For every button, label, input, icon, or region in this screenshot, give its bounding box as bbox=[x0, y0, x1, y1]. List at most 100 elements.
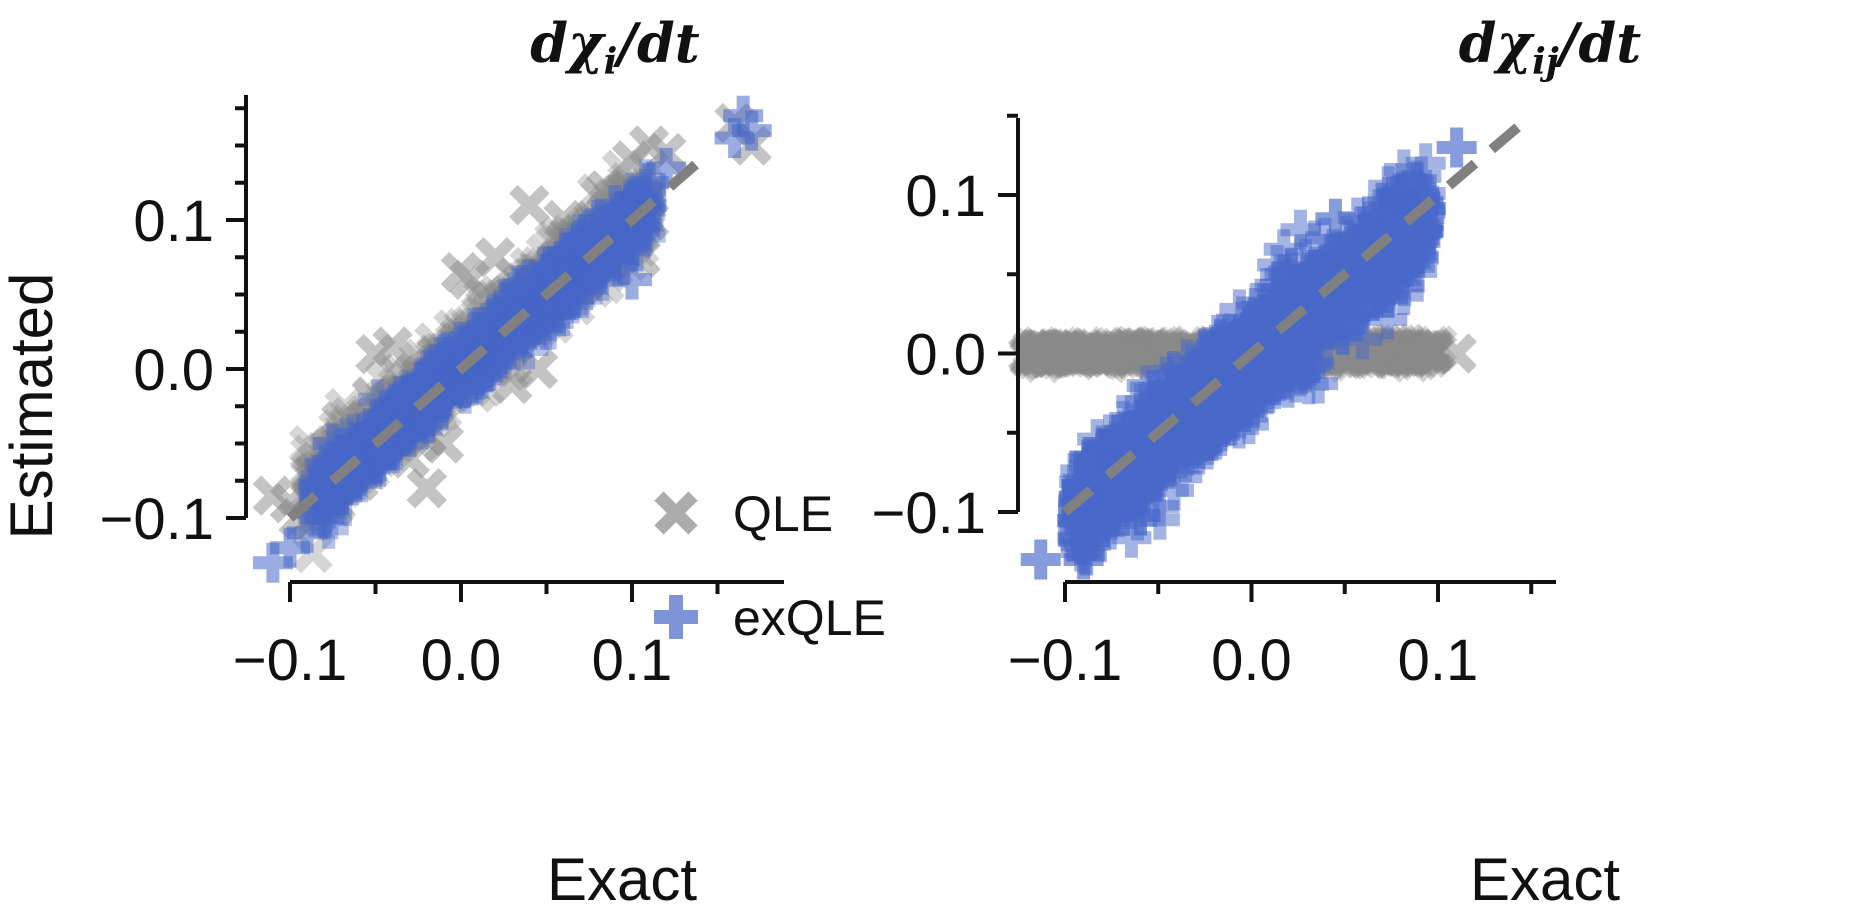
data-point bbox=[423, 342, 464, 383]
data-point bbox=[425, 332, 466, 374]
data-point bbox=[557, 262, 598, 303]
y-tick-label: −0.1 bbox=[100, 487, 215, 552]
data-point bbox=[415, 334, 457, 375]
data-point bbox=[369, 391, 410, 432]
data-point bbox=[416, 359, 458, 400]
legend-qle-label: QLE bbox=[733, 486, 833, 542]
left-x-axis-label: Exact bbox=[547, 846, 697, 909]
data-point bbox=[438, 341, 480, 383]
data-point bbox=[371, 379, 412, 421]
data-point bbox=[357, 401, 398, 442]
data-point bbox=[388, 387, 430, 428]
data-point bbox=[508, 303, 549, 344]
data-point bbox=[516, 278, 557, 319]
data-point bbox=[390, 381, 432, 422]
data-point bbox=[478, 325, 519, 366]
data-point bbox=[450, 366, 492, 408]
data-point bbox=[485, 318, 526, 360]
data-point bbox=[488, 279, 530, 320]
data-point bbox=[451, 308, 493, 349]
data-point bbox=[544, 246, 585, 288]
data-point bbox=[439, 315, 481, 357]
data-point bbox=[443, 307, 484, 349]
data-point bbox=[455, 372, 496, 413]
data-point bbox=[450, 305, 492, 347]
data-point bbox=[524, 295, 566, 336]
data-point bbox=[444, 356, 486, 397]
data-point bbox=[476, 333, 517, 374]
data-point bbox=[477, 318, 518, 359]
y-tick-label: −0.1 bbox=[872, 481, 987, 546]
data-point bbox=[364, 377, 406, 419]
data-point bbox=[451, 328, 492, 369]
data-point bbox=[420, 354, 461, 395]
data-point bbox=[399, 358, 440, 399]
data-point bbox=[362, 389, 404, 431]
data-point bbox=[525, 233, 566, 274]
data-point bbox=[465, 307, 506, 348]
data-point bbox=[573, 267, 614, 308]
legend-exqle-label: exQLE bbox=[733, 590, 886, 646]
data-point bbox=[376, 373, 418, 415]
data-point bbox=[414, 384, 455, 425]
data-point bbox=[498, 273, 539, 314]
right-panel-title: dχij/dt bbox=[1459, 11, 1641, 83]
data-point bbox=[444, 355, 485, 396]
data-point bbox=[529, 259, 570, 300]
data-point bbox=[375, 392, 416, 433]
y-tick-label: 0.1 bbox=[905, 164, 986, 229]
data-point bbox=[485, 329, 527, 371]
data-point bbox=[527, 261, 569, 302]
data-point bbox=[553, 255, 595, 297]
data-point bbox=[388, 382, 430, 424]
data-point bbox=[509, 246, 551, 288]
data-point bbox=[373, 380, 415, 422]
y-tick-label: 0.0 bbox=[133, 338, 214, 403]
right-x-axis-label: Exact bbox=[1470, 846, 1620, 909]
data-point bbox=[500, 286, 541, 327]
data-point bbox=[492, 363, 533, 405]
data-point bbox=[478, 275, 519, 316]
data-point bbox=[509, 270, 551, 312]
data-point bbox=[484, 281, 526, 323]
data-point bbox=[496, 277, 537, 319]
data-point bbox=[288, 425, 330, 466]
data-point bbox=[455, 346, 497, 387]
data-point bbox=[560, 249, 601, 290]
data-point bbox=[488, 274, 529, 316]
data-point bbox=[416, 343, 457, 385]
data-point bbox=[448, 350, 490, 391]
y-tick-label: 0.0 bbox=[905, 323, 986, 388]
data-point bbox=[525, 267, 566, 308]
legend-qle-marker bbox=[654, 491, 698, 535]
data-point bbox=[501, 304, 543, 345]
data-point bbox=[517, 348, 559, 390]
data-point bbox=[554, 285, 596, 326]
data-point bbox=[517, 290, 559, 331]
left-panel-title: dχi/dt bbox=[530, 11, 699, 83]
data-point bbox=[556, 250, 597, 291]
right-panel: dχij/dt Exact −0.1 0.0 0.1 −0.1 0.0 0.1 bbox=[872, 11, 1642, 909]
data-point bbox=[456, 347, 497, 388]
data-point bbox=[401, 338, 443, 379]
data-point bbox=[447, 353, 488, 394]
data-point bbox=[470, 329, 512, 371]
data-point bbox=[542, 244, 583, 286]
data-point bbox=[381, 384, 423, 426]
data-point bbox=[472, 289, 513, 331]
data-point bbox=[406, 415, 448, 457]
data-point bbox=[475, 310, 516, 351]
data-point bbox=[404, 368, 446, 409]
data-point bbox=[460, 296, 501, 338]
data-point bbox=[438, 322, 480, 364]
x-tick-label: 0.0 bbox=[1211, 628, 1292, 693]
data-point bbox=[476, 342, 517, 383]
data-point bbox=[385, 381, 426, 423]
data-point bbox=[559, 264, 600, 306]
data-point bbox=[433, 309, 474, 350]
data-point bbox=[383, 369, 424, 410]
data-point bbox=[406, 467, 448, 509]
data-point bbox=[429, 355, 470, 396]
data-point bbox=[454, 310, 495, 351]
data-point bbox=[369, 386, 411, 428]
